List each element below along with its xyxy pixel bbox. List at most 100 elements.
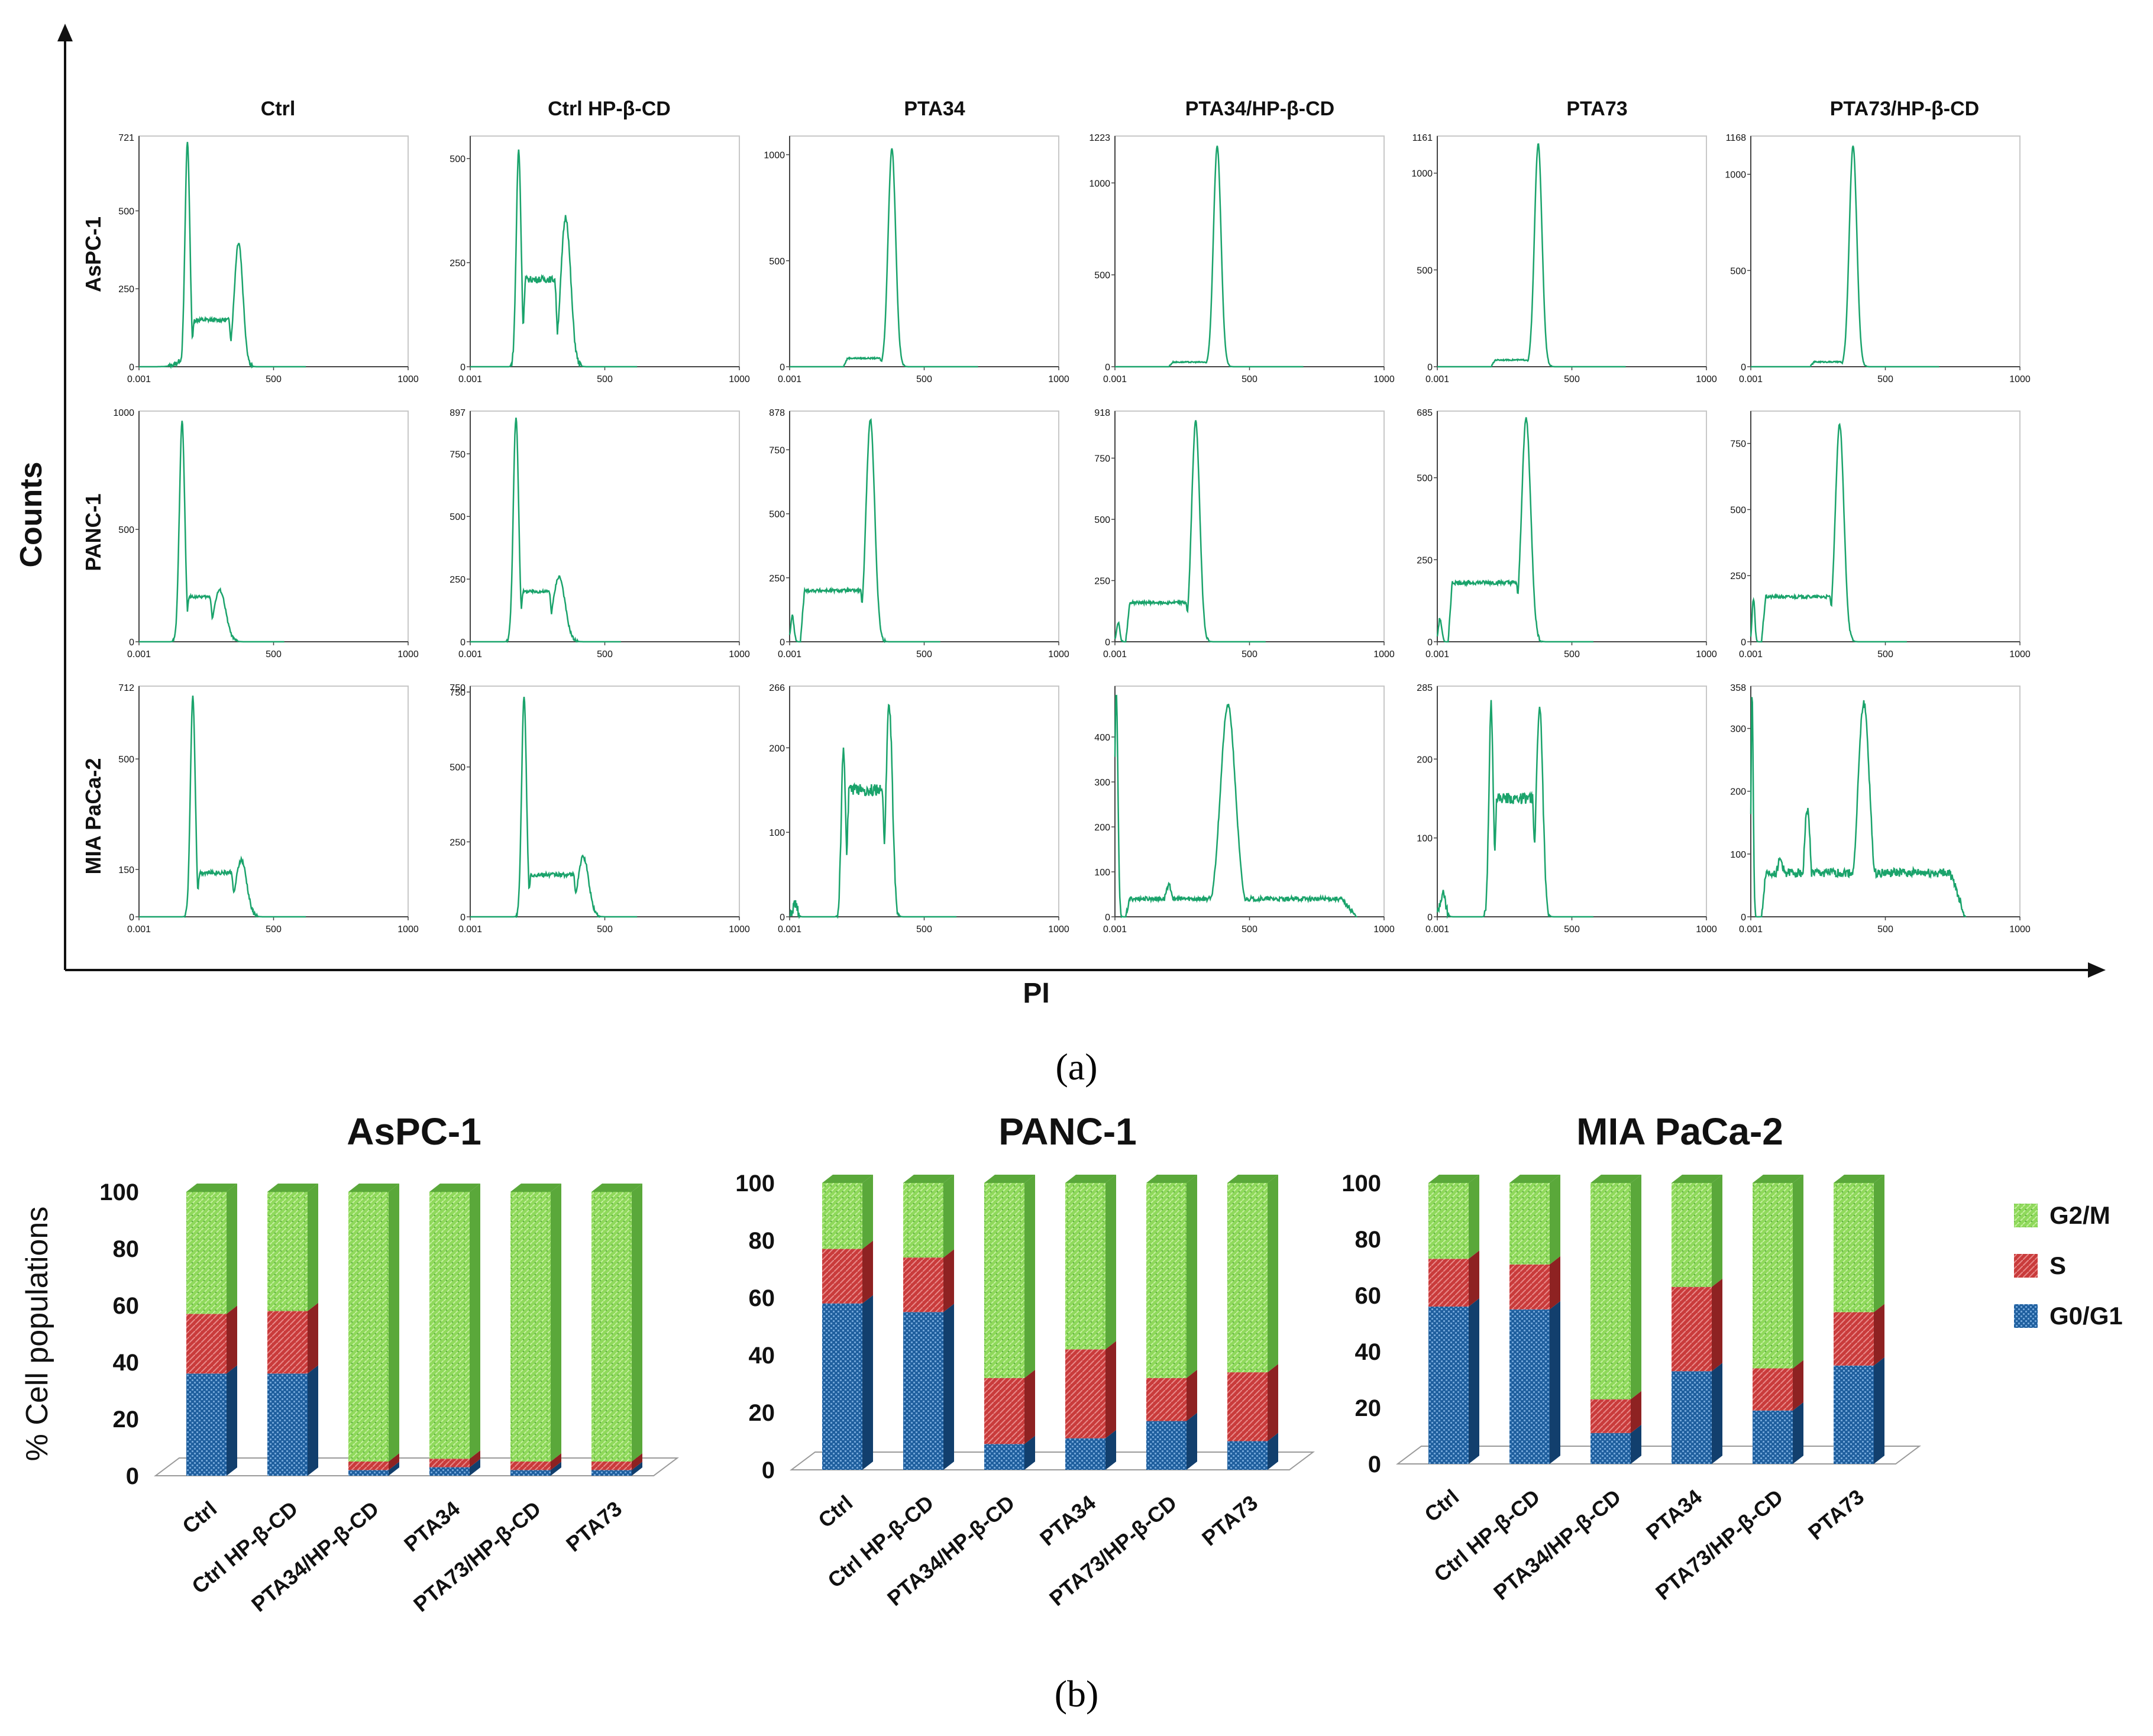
legend-label-s: S (2049, 1252, 2066, 1279)
panel-a-y-axis-label: Counts (14, 461, 49, 567)
legend-label-g0-g1: G0/G1 (2049, 1302, 2123, 1330)
bar-side-g2-m (1024, 1175, 1035, 1378)
histogram-y-tick-label: 750 (1094, 454, 1110, 464)
histogram-y-tick-label: 500 (1417, 474, 1433, 484)
histogram-aspc-1-ctrl-hp-cd: 0 250 500 0.001 500 1000 (450, 135, 750, 384)
panel-b-caption: (b) (1055, 1673, 1099, 1715)
histogram-y-tick-label: 750 (769, 445, 785, 455)
bar-segment-s (348, 1462, 389, 1470)
bar-top (429, 1184, 480, 1192)
histogram-x-tick-label: 500 (266, 649, 282, 660)
bar-side-g2-m (632, 1184, 642, 1462)
bar-segment-g0-g1 (267, 1373, 308, 1476)
bar-segment-s (591, 1462, 632, 1470)
histogram-y-tick-label: 100 (1417, 834, 1433, 844)
histogram-aspc-1-ctrl: 0 250 500 721 0.001 500 1000 (118, 133, 419, 384)
histogram-y-tick-label: 500 (769, 257, 785, 267)
histogram-mia-paca-2-pta73-hp-cd: 0 100 200 300 358 0.001 500 1000 (1730, 683, 2031, 935)
histogram-x-tick-label: 1000 (2009, 374, 2031, 384)
row-header-panc-1: PANC-1 (81, 493, 105, 571)
bar-y-tick-label: 100 (1341, 1171, 1381, 1197)
bar-side-g2-m (470, 1184, 480, 1459)
bar-y-tick-label: 0 (126, 1463, 139, 1489)
panel-a-x-axis-arrow (2088, 962, 2106, 978)
bar-segment-g0-g1 (591, 1470, 632, 1476)
histogram-x-tick-label: 0.001 (458, 924, 482, 935)
bar-top (1590, 1175, 1641, 1183)
bar-y-tick-label: 80 (1355, 1227, 1382, 1253)
bar-top (348, 1184, 399, 1192)
histogram-frame (789, 410, 1059, 642)
histogram-curve (788, 418, 940, 644)
bar-segment-s (510, 1462, 551, 1470)
bar-segment-g0-g1 (186, 1373, 227, 1476)
bar-segment-g0-g1 (1146, 1421, 1187, 1470)
bar-segment-g2-m (1146, 1183, 1187, 1378)
bar-side-s (1105, 1341, 1116, 1438)
bar-segment-g2-m (822, 1183, 862, 1249)
histogram-y-tick-label: 500 (118, 755, 134, 765)
histogram-x-tick-label: 0.001 (458, 374, 482, 384)
bar-segment-s (1428, 1259, 1469, 1307)
histogram-y-tick-label: 300 (1730, 725, 1746, 735)
bar-chart-title: PANC-1 (998, 1110, 1137, 1153)
bar-side-g0-g1 (1631, 1424, 1641, 1464)
column-header-pta34: PTA34 (904, 98, 965, 120)
histogram-y-tick-label: 0 (460, 363, 465, 373)
bar-side-g0-g1 (1712, 1363, 1722, 1464)
histogram-y-tick-label: 500 (1094, 515, 1110, 525)
histogram-y-tick-label: 1000 (1725, 170, 1746, 180)
bar-side-s (632, 1453, 642, 1470)
histogram-frame (1114, 686, 1385, 917)
histogram-x-tick-label: 1000 (1048, 374, 1069, 384)
histogram-x-tick-label: 500 (597, 924, 613, 935)
bar-side-g2-m (1550, 1175, 1560, 1265)
bar-segment-g0-g1 (1428, 1307, 1469, 1464)
histogram-x-tick-label: 1000 (397, 649, 419, 660)
histogram-y-tick-label: 150 (118, 865, 134, 875)
histogram-x-tick-label: 1000 (729, 649, 750, 660)
bar-chart-title: MIA PaCa-2 (1576, 1110, 1783, 1153)
bar-pta34 (429, 1184, 480, 1476)
histogram-y-tick-label: 250 (118, 285, 134, 295)
bar-top (1065, 1175, 1116, 1183)
bar-segment-s (984, 1378, 1024, 1444)
histogram-x-tick-label: 0.001 (1103, 374, 1127, 384)
histogram-x-tick-label: 1000 (1696, 374, 1717, 384)
histogram-panc-1-pta34-hp-cd: 0 250 500 750 918 0.001 500 1000 (1094, 408, 1395, 660)
panel-a-axes (57, 24, 2106, 978)
panel-a-caption: (a) (1055, 1046, 1097, 1088)
bar-top (1146, 1175, 1197, 1183)
histogram-ymax-label: 897 (450, 408, 465, 418)
bar-side-g0-g1 (1550, 1301, 1560, 1464)
histogram-y-tick-label: 0 (1105, 363, 1110, 373)
bar-segment-g2-m (1590, 1183, 1631, 1399)
bar-side-g0-g1 (389, 1462, 399, 1476)
histogram-y-tick-label: 200 (1417, 755, 1433, 765)
column-header-ctrl: Ctrl (261, 98, 296, 120)
histogram-x-tick-label: 1000 (729, 374, 750, 384)
bar-side-s (1550, 1256, 1560, 1310)
histogram-mia-paca-2-pta34-hp-cd: 0 100 200 300 400 0.001 500 1000 (1094, 686, 1395, 935)
histogram-curve (789, 703, 957, 920)
bar-y-tick-label: 40 (113, 1350, 140, 1376)
histogram-curve (139, 141, 306, 370)
bar-pta73 (1834, 1175, 1884, 1464)
bar-top (1227, 1175, 1278, 1183)
bar-segment-g2-m (984, 1183, 1024, 1378)
histogram-y-tick-label: 250 (1730, 571, 1746, 581)
panel-a-y-axis-arrow (57, 24, 73, 41)
bar-y-tick-label: 20 (113, 1407, 140, 1433)
histogram-y-tick-label: 200 (1094, 823, 1110, 833)
histogram-x-tick-label: 500 (1242, 374, 1257, 384)
histogram-x-tick-label: 0.001 (778, 924, 801, 935)
histogram-x-tick-label: 1000 (2009, 649, 2031, 660)
bar-top (822, 1175, 873, 1183)
bar-segment-s (1065, 1349, 1105, 1438)
bar-ctrl-hp-cd (267, 1184, 318, 1476)
histogram-curve (139, 421, 285, 643)
histogram-mia-paca-2-ctrl: 0 150 500 712 0.001 500 1000 (118, 683, 419, 935)
histogram-curve (1115, 146, 1304, 368)
bar-top (591, 1184, 642, 1192)
